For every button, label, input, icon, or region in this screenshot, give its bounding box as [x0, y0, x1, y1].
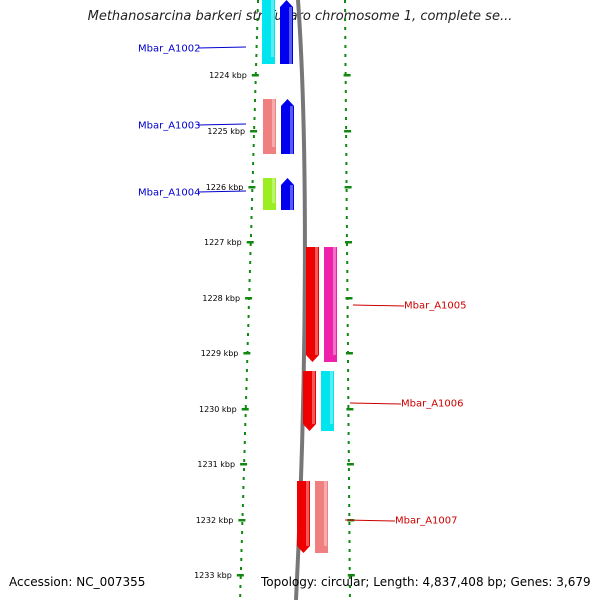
tick-label: 1228 kbp — [202, 294, 240, 303]
tick-mark-right — [347, 574, 355, 577]
tick-mark-right — [343, 74, 351, 77]
tick-label: 1229 kbp — [201, 349, 239, 358]
gene-bar — [321, 371, 334, 431]
gene-labels: Mbar_A1002 Mbar_A1003 Mbar_A1004 Mbar_A1005… — [138, 44, 467, 527]
gene-5 — [303, 371, 334, 431]
tick-mark-right — [345, 297, 353, 300]
tick-mark-right — [345, 241, 352, 244]
gene-4 — [306, 247, 337, 362]
tick-mark-left — [241, 408, 249, 411]
gene-label-mbar_a1007: Mbar_A1007 — [395, 516, 458, 527]
gene-label-mbar_a1003: Mbar_A1003 — [138, 121, 201, 132]
tick-mark-left — [250, 130, 258, 133]
tick-label: 1227 kbp — [204, 238, 242, 247]
gene-features — [262, 0, 337, 553]
label-leader-line — [344, 519, 396, 522]
tick-label: 1230 kbp — [199, 405, 237, 414]
tick-mark-left — [248, 186, 256, 189]
gene-label-mbar_a1006: Mbar_A1006 — [401, 399, 464, 410]
gene-3 — [263, 178, 294, 210]
gene-bar — [324, 247, 337, 362]
tick-label: 1225 kbp — [207, 127, 245, 136]
tick-mark-right — [346, 463, 354, 466]
tick-mark-right — [346, 408, 354, 411]
tick-label: 1233 kbp — [194, 571, 232, 580]
label-leader-line — [349, 402, 402, 405]
gene-arrow — [306, 247, 319, 362]
tick-mark-left — [243, 352, 251, 355]
gene-bar — [263, 99, 276, 154]
gene-arrow — [303, 371, 316, 431]
tick-label: 1226 kbp — [206, 183, 244, 192]
label-leader-line — [352, 304, 405, 307]
gene-label-mbar_a1002: Mbar_A1002 — [138, 44, 201, 55]
label-leader-line — [197, 190, 247, 193]
ruler-ticks: 1224 kbp 1225 kbp 1226 kbp 1227 kbp 1228 kbp… — [194, 71, 355, 580]
tick-mark-right — [345, 352, 353, 355]
gene-bar — [263, 178, 276, 210]
tick-mark-left — [246, 241, 254, 244]
gene-6 — [297, 481, 328, 553]
label-leader-line — [197, 46, 247, 49]
gene-1 — [262, 0, 293, 64]
gene-2 — [263, 99, 294, 154]
tick-mark-right — [344, 186, 352, 189]
gene-arrow — [281, 178, 294, 210]
tick-mark-left — [240, 463, 248, 466]
dotted-track-lines — [239, 0, 351, 597]
tick-label: 1231 kbp — [197, 460, 235, 469]
tick-label: 1232 kbp — [196, 516, 234, 525]
gene-bar — [262, 0, 275, 64]
gene-bar — [315, 481, 328, 553]
label-leader-line — [197, 123, 247, 126]
gene-label-mbar_a1005: Mbar_A1005 — [404, 301, 467, 312]
tick-mark-left — [245, 297, 253, 300]
genome-summary: Topology: circular; Length: 4,837,408 bp… — [261, 575, 591, 589]
accession-text: Accession: NC_007355 — [9, 575, 146, 589]
gene-arrow — [297, 481, 310, 553]
tick-mark-left — [251, 74, 259, 77]
gene-label-mbar_a1004: Mbar_A1004 — [138, 188, 201, 199]
gene-arrow — [280, 0, 293, 64]
gene-arrow — [281, 99, 294, 154]
tick-mark-left — [238, 519, 246, 522]
tick-mark-left — [236, 574, 244, 577]
tick-label: 1224 kbp — [209, 71, 247, 80]
tick-mark-right — [344, 130, 352, 133]
